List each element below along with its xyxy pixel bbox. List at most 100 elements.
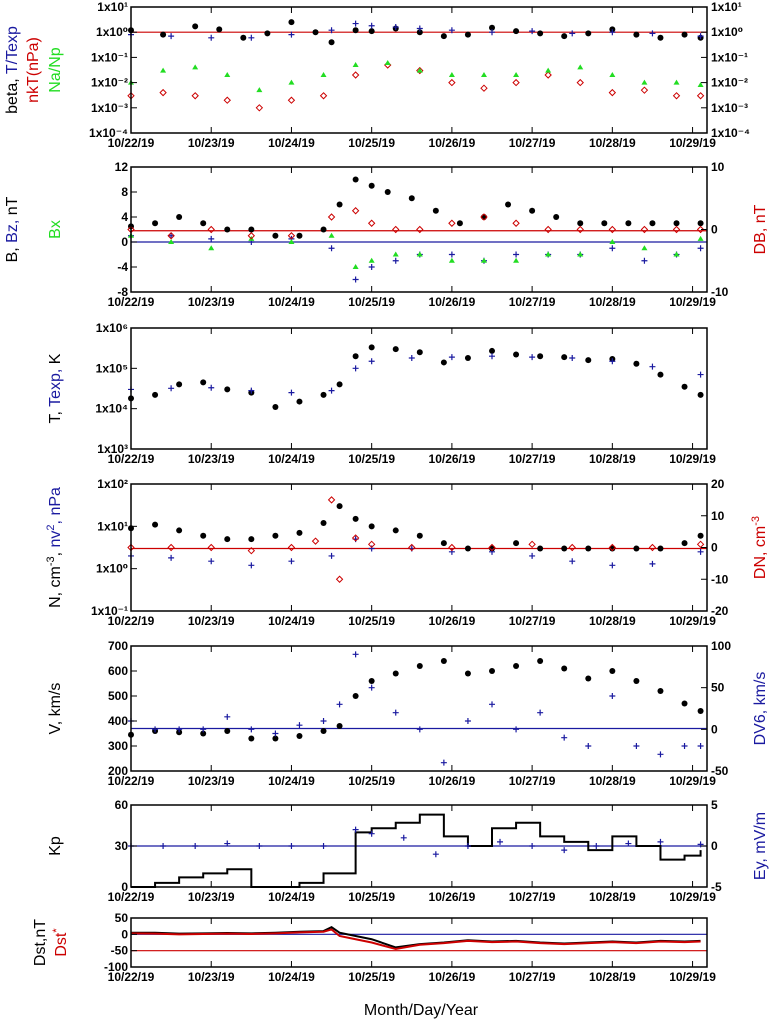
x-tick-label: 10/22/19: [108, 890, 155, 904]
x-tick-label: 10/23/19: [188, 295, 235, 309]
data-point: [529, 28, 536, 35]
data-point: [351, 534, 360, 542]
x-tick-label: 10/27/19: [509, 295, 556, 309]
data-point: [296, 398, 303, 405]
x-tick-label: 10/22/19: [108, 774, 155, 788]
data-point: [609, 29, 616, 36]
data-point: [287, 96, 296, 104]
data-point: [208, 558, 215, 565]
data-point: [448, 27, 455, 34]
y-tick-label: 60: [115, 798, 129, 812]
data-point: [553, 214, 560, 220]
data-point: [697, 220, 704, 227]
data-point: [200, 532, 207, 539]
data-point: [561, 33, 568, 40]
data-point: [528, 540, 536, 549]
data-point: [224, 728, 231, 734]
data-point: [649, 363, 656, 370]
series-bz: [128, 232, 704, 283]
x-tick-label: 10/26/19: [429, 614, 476, 628]
data-point: [681, 700, 688, 707]
data-point: [633, 31, 640, 38]
data-point: [544, 71, 552, 79]
data-point: [272, 730, 279, 737]
panel-dst: 10/22/19 10/23/19 10/24/19 10/25/19 10/26/19…: [104, 911, 716, 984]
data-point: [223, 96, 231, 104]
data-point: [416, 532, 423, 539]
data-point: [384, 189, 391, 195]
data-point: [448, 257, 455, 263]
data-point: [272, 735, 279, 742]
data-point: [544, 225, 552, 234]
data-point: [256, 87, 263, 93]
x-tick-label: 10/26/19: [429, 970, 476, 984]
data-point: [352, 20, 359, 27]
data-point: [497, 838, 504, 845]
y-tick-label: -50: [111, 944, 129, 958]
data-point: [416, 663, 423, 669]
series-dst: [131, 925, 701, 949]
data-point: [200, 379, 207, 386]
y-axis-title-part: Bz,: [4, 215, 21, 243]
x-tick-label: 10/28/19: [589, 136, 636, 150]
data-point: [513, 351, 520, 358]
data-point: [464, 545, 471, 552]
data-point: [288, 19, 295, 26]
data-point: [367, 219, 376, 227]
data-point: [191, 92, 199, 100]
data-point: [569, 355, 576, 362]
data-point: [352, 651, 359, 658]
series-line: [131, 925, 701, 949]
y-axis-title: B, Bz, nT: [4, 196, 21, 262]
data-point: [247, 546, 256, 555]
x-tick-label: 10/29/19: [669, 970, 716, 984]
y-axis-title-part: Texp,: [47, 364, 64, 407]
data-point: [561, 354, 568, 361]
x-tick-label: 10/29/19: [669, 614, 716, 628]
data-point: [480, 214, 487, 220]
y-right-axis-title: DN, cm-3: [750, 516, 769, 579]
data-point: [529, 552, 536, 559]
y-tick-label: 4: [121, 210, 128, 224]
data-point: [287, 543, 296, 552]
data-point: [696, 92, 705, 100]
data-point: [272, 232, 279, 239]
x-tick-label: 10/26/19: [429, 452, 476, 466]
data-point: [440, 540, 447, 547]
y-axis-title-2-part: Dst: [53, 932, 70, 957]
y-right-tick-label: 1x10⁻³: [711, 101, 748, 115]
data-point: [608, 225, 617, 234]
data-point: [697, 235, 704, 241]
y-axis-title: beta, T/Texp: [4, 26, 21, 114]
data-point: [248, 226, 255, 233]
data-point: [312, 29, 319, 36]
data-point: [264, 30, 271, 37]
y-tick-label: 700: [108, 639, 128, 653]
data-point: [208, 384, 215, 391]
panel-dens: 10/22/19 10/23/19 10/24/19 10/25/19 10/26/19…: [91, 477, 729, 628]
data-point: [681, 743, 688, 749]
data-point: [489, 668, 496, 674]
y-axis-title: V, km/s: [47, 683, 64, 735]
data-point: [160, 67, 167, 73]
data-point: [352, 27, 359, 34]
data-point: [513, 28, 520, 35]
data-point: [697, 82, 704, 88]
data-point: [247, 232, 256, 240]
y-right-axis-title-part: Ey, mV/m: [752, 812, 769, 880]
data-point: [641, 79, 648, 85]
data-point: [392, 670, 399, 677]
data-point: [368, 523, 375, 530]
y-axis-title-part: N, cm: [47, 566, 64, 608]
data-point: [649, 560, 656, 567]
data-point: [288, 239, 295, 244]
data-point: [176, 726, 183, 733]
data-point: [368, 344, 375, 351]
series-line: [131, 813, 702, 888]
series-db: [127, 207, 705, 240]
data-point: [240, 34, 247, 41]
data-point: [152, 391, 159, 398]
x-tick-label: 10/24/19: [268, 452, 315, 466]
series-b: [128, 176, 704, 239]
y-tick-label: 300: [108, 739, 128, 753]
